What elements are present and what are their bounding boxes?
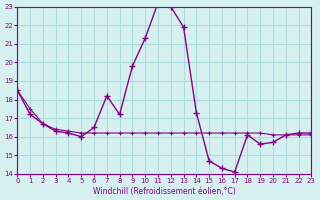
X-axis label: Windchill (Refroidissement éolien,°C): Windchill (Refroidissement éolien,°C) [93, 187, 236, 196]
